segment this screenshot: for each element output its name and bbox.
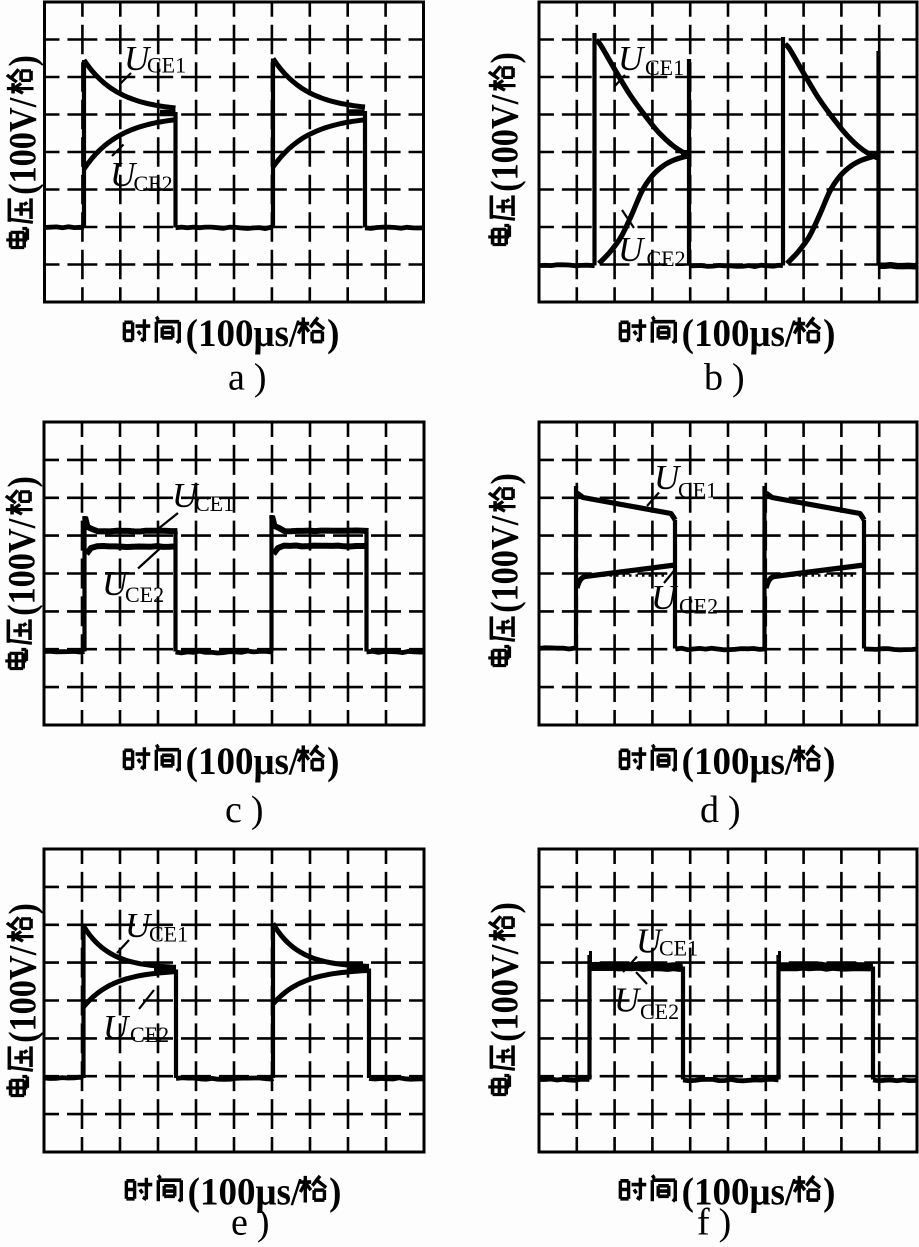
svg-text:(100V/: (100V/	[0, 97, 44, 195]
svg-text:b): b)	[704, 357, 754, 399]
svg-text:U: U	[102, 564, 130, 603]
svg-text:CE1: CE1	[147, 53, 186, 78]
svg-text:CE1: CE1	[195, 491, 234, 516]
svg-text:(100μs/: (100μs/	[682, 312, 796, 355]
svg-text:U: U	[172, 476, 200, 515]
svg-text:): )	[327, 312, 339, 355]
svg-text:CE1: CE1	[645, 55, 684, 80]
svg-text:(100V/: (100V/	[482, 944, 526, 1042]
svg-text:U: U	[103, 1008, 131, 1047]
svg-text:(100μs/: (100μs/	[186, 740, 300, 783]
svg-text:(100V/: (100V/	[482, 515, 526, 613]
svg-text:): )	[327, 740, 339, 783]
svg-text:): )	[0, 55, 44, 66]
svg-text:U: U	[654, 458, 682, 497]
svg-text:U: U	[124, 39, 152, 78]
svg-text:CE2: CE2	[125, 582, 164, 607]
svg-text:(100μs/: (100μs/	[682, 740, 796, 783]
svg-text:): )	[482, 902, 526, 913]
svg-text:U: U	[636, 922, 664, 961]
svg-text:): )	[0, 476, 43, 487]
svg-text:U: U	[618, 230, 646, 269]
svg-text:(100μs/: (100μs/	[682, 1171, 796, 1214]
svg-text:CE1: CE1	[149, 922, 188, 947]
svg-text:U: U	[651, 578, 679, 617]
svg-text:CE2: CE2	[640, 999, 679, 1024]
svg-text:CE1: CE1	[678, 478, 717, 503]
svg-text:(100V/: (100V/	[482, 94, 526, 192]
svg-text:f): f)	[697, 1202, 740, 1244]
svg-text:e): e)	[231, 1202, 279, 1244]
svg-text:): )	[482, 52, 526, 63]
svg-text:U: U	[614, 981, 642, 1020]
svg-text:U: U	[618, 39, 646, 78]
svg-text:CE2: CE2	[647, 246, 686, 271]
svg-text:): )	[329, 1171, 341, 1214]
svg-text:d): d)	[700, 789, 750, 831]
svg-text:CE2: CE2	[130, 1022, 169, 1047]
svg-text:CE2: CE2	[134, 171, 173, 196]
svg-text:): )	[823, 740, 835, 783]
svg-text:U: U	[125, 906, 153, 945]
svg-text:(100V/: (100V/	[0, 945, 44, 1043]
svg-text:(100μs/: (100μs/	[186, 312, 300, 355]
svg-text:): )	[482, 473, 526, 484]
svg-text:): )	[823, 312, 835, 355]
svg-text:U: U	[110, 155, 138, 194]
svg-text:): )	[823, 1171, 835, 1214]
svg-text:CE2: CE2	[679, 594, 718, 619]
svg-text:): )	[0, 903, 44, 914]
svg-text:(100V/: (100V/	[0, 518, 43, 616]
svg-text:a): a)	[228, 357, 276, 399]
svg-text:CE1: CE1	[659, 936, 698, 961]
svg-text:(100μs/: (100μs/	[188, 1171, 302, 1214]
svg-text:c): c)	[225, 789, 273, 831]
